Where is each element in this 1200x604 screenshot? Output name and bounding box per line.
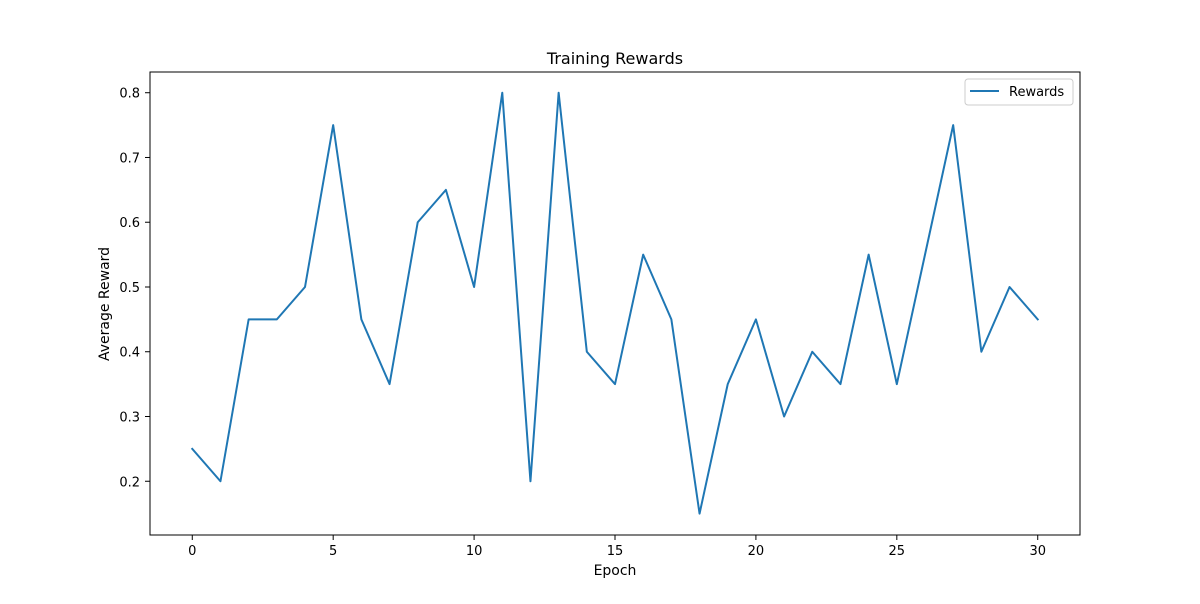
- y-axis-label: Average Reward: [97, 247, 113, 361]
- y-tick-label: 0.5: [119, 281, 140, 296]
- x-tick-label: 0: [188, 544, 196, 559]
- axis-ticks: 0 5 10 15 20 25 30 0.2 0.3 0.4 0.5 0.6 0.7 0.8: [119, 87, 1046, 559]
- series-line-rewards: [190, 91, 1040, 515]
- x-tick-label: 15: [607, 544, 624, 559]
- x-tick-label: 30: [1029, 544, 1046, 559]
- y-tick-label: 0.7: [119, 151, 140, 166]
- legend: Rewards: [964, 78, 1074, 106]
- series-layer: [190, 91, 1040, 515]
- x-tick-label: 5: [329, 544, 337, 559]
- legend-label-rewards: Rewards: [1009, 85, 1064, 100]
- legend-box: [964, 78, 1074, 106]
- y-tick-label: 0.6: [119, 216, 140, 231]
- x-tick-label: 20: [748, 544, 765, 559]
- x-tick-label: 25: [889, 544, 906, 559]
- x-axis-label: Epoch: [594, 563, 637, 579]
- y-tick-label: 0.3: [119, 410, 140, 425]
- plot-area-frame: [149, 71, 1081, 536]
- y-tick-label: 0.2: [119, 475, 140, 490]
- chart-title: Training Rewards: [546, 49, 683, 68]
- y-tick-label: 0.8: [119, 87, 140, 102]
- x-tick-label: 10: [466, 544, 483, 559]
- y-tick-label: 0.4: [119, 346, 140, 361]
